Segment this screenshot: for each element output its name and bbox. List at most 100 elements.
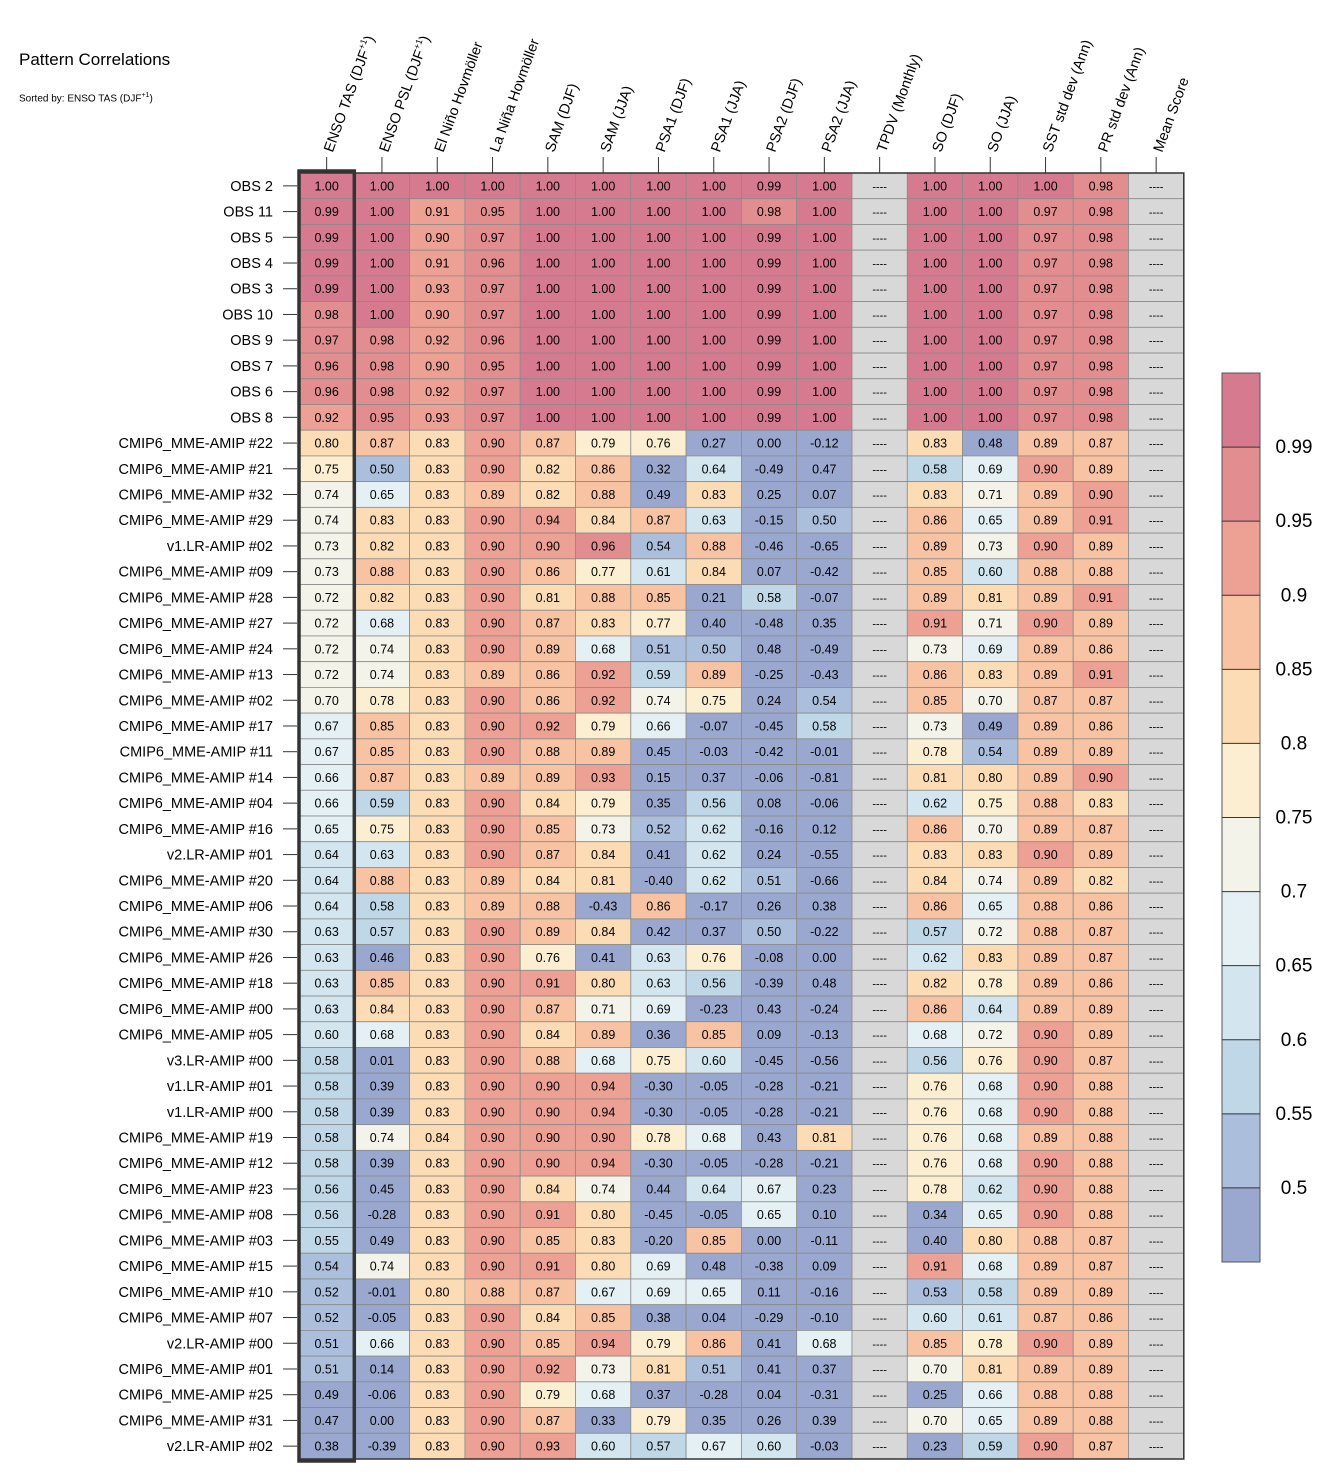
heatmap-cell [1017, 841, 1074, 868]
cell-value: 0.98 [370, 385, 394, 399]
row-label: CMIP6_MME-AMIP #28 [119, 590, 273, 606]
heatmap-cell [962, 815, 1019, 843]
heatmap-cell [298, 892, 355, 920]
row-label: v2.LR-AMIP #00 [167, 1336, 273, 1352]
heatmap-cell [906, 326, 963, 354]
heatmap-cell [575, 1072, 632, 1100]
cell-value: 1.00 [812, 282, 836, 296]
heatmap-cell [1072, 558, 1129, 585]
heatmap-cell [741, 1047, 798, 1074]
heatmap-cell [630, 995, 687, 1023]
cell-value: 0.83 [425, 694, 449, 708]
heatmap-cell [1128, 815, 1185, 843]
heatmap-cell [741, 378, 798, 405]
heatmap-cell [1128, 1330, 1185, 1357]
cell-value: 0.38 [646, 1311, 670, 1325]
heatmap-cell [851, 995, 908, 1023]
cell-value: ---- [1149, 1210, 1164, 1222]
cell-value: 1.00 [978, 334, 1002, 348]
cell-value: 0.89 [1089, 1362, 1113, 1376]
cell-value: 0.90 [536, 1157, 560, 1171]
cell-value: 0.80 [591, 1260, 615, 1274]
cell-value: -0.03 [810, 1440, 839, 1454]
heatmap-cell [851, 1201, 908, 1228]
cell-value: 0.86 [646, 900, 670, 914]
cell-value: ---- [872, 850, 887, 862]
cell-value: 0.21 [702, 591, 726, 605]
heatmap-cell [630, 1021, 687, 1048]
heatmap-cell [298, 352, 355, 380]
cell-value: ---- [1149, 902, 1164, 914]
row-label: OBS 5 [230, 230, 273, 246]
heatmap-cell [409, 532, 466, 560]
cell-value: 0.89 [536, 642, 560, 656]
cell-value: 0.52 [314, 1285, 338, 1299]
cell-value: 0.90 [536, 1131, 560, 1145]
heatmap-cell [353, 1098, 410, 1126]
cell-value: 0.66 [978, 1388, 1002, 1402]
colorbar: 0.99 0.95 0.9 0.85 0.8 0.75 0.7 0.65 0.6 0.55 0.5 [1221, 372, 1312, 1263]
heatmap-cell [630, 558, 687, 585]
cell-value: ---- [872, 336, 887, 348]
cell-value: ---- [872, 902, 887, 914]
cell-value: 0.65 [702, 1285, 726, 1299]
cell-value: 0.51 [646, 642, 670, 656]
cell-value: ---- [1149, 799, 1164, 811]
heatmap-cell [906, 404, 963, 431]
heatmap-cell [741, 764, 798, 791]
cell-value: 0.97 [480, 308, 504, 322]
heatmap-cell [741, 609, 798, 637]
cell-value: 1.00 [646, 179, 670, 193]
cell-value: 0.75 [978, 797, 1002, 811]
cell-value: 1.00 [702, 179, 726, 193]
heatmap-cell [464, 1175, 521, 1203]
cell-value: 0.89 [923, 539, 947, 553]
heatmap-cell [685, 661, 742, 688]
cell-value: 0.63 [646, 951, 670, 965]
cell-value: -0.01 [368, 1285, 397, 1299]
cell-value: 0.98 [757, 205, 781, 219]
cell-value: -0.06 [810, 797, 839, 811]
cell-value: -0.05 [700, 1080, 729, 1094]
cell-value: 0.93 [536, 1440, 560, 1454]
heatmap-cell [796, 558, 853, 585]
cell-value: 0.83 [425, 1260, 449, 1274]
cell-value: -0.25 [755, 668, 784, 682]
cell-value: 0.90 [1033, 1054, 1057, 1068]
heatmap-cell [685, 1330, 742, 1357]
row-label: OBS 3 [230, 282, 273, 298]
row-label: CMIP6_MME-AMIP #03 [119, 1233, 273, 1249]
cell-value: 0.90 [591, 1131, 615, 1145]
cell-value: 0.86 [923, 822, 947, 836]
cell-value: 0.90 [480, 719, 504, 733]
cell-value: 1.00 [812, 385, 836, 399]
cell-value: 0.80 [591, 977, 615, 991]
cell-value: 0.54 [978, 745, 1002, 759]
heatmap-cell [464, 1278, 521, 1306]
cell-value: 0.97 [480, 282, 504, 296]
cell-value: 0.04 [757, 1388, 781, 1402]
cell-value: 0.90 [1033, 1028, 1057, 1042]
cell-value: ---- [1149, 1416, 1164, 1428]
cell-value: -0.21 [810, 1105, 839, 1119]
heatmap-cell [962, 532, 1019, 560]
row-label: CMIP6_MME-AMIP #16 [119, 822, 273, 838]
cell-value: ---- [1149, 541, 1164, 553]
cell-value: 0.88 [536, 745, 560, 759]
cell-value: 0.80 [978, 1234, 1002, 1248]
cell-value: 0.89 [1033, 745, 1057, 759]
cell-value: 0.76 [536, 951, 560, 965]
cell-value: -0.28 [755, 1105, 784, 1119]
cell-value: 0.53 [923, 1285, 947, 1299]
cell-value: 0.90 [536, 1105, 560, 1119]
cell-value: 0.86 [702, 1337, 726, 1351]
heatmap-cell [630, 1355, 687, 1383]
cell-value: 0.15 [646, 771, 670, 785]
cell-value: ---- [1149, 1030, 1164, 1042]
heatmap-cell [796, 867, 853, 894]
cell-value: ---- [872, 233, 887, 245]
cell-value: 0.87 [536, 1285, 560, 1299]
heatmap-cell [353, 635, 410, 663]
heatmap-cell [1128, 1278, 1185, 1306]
heatmap-cell [409, 609, 466, 637]
